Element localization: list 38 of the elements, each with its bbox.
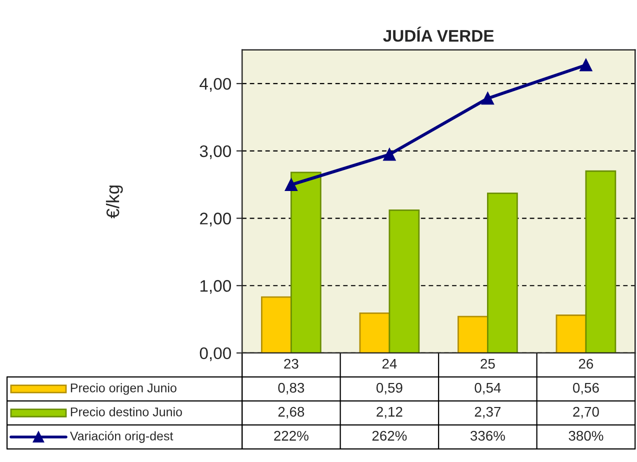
point <box>481 92 494 105</box>
data-label: 2,70 <box>573 406 599 418</box>
bar <box>388 209 420 353</box>
y-tick-label: 1,00 <box>200 280 231 294</box>
legend-label: Precio destino Junio <box>70 407 182 416</box>
bar <box>359 312 390 353</box>
bar <box>261 296 292 353</box>
legend-label: Precio origen Junio <box>70 383 176 395</box>
data-label: 2,37 <box>474 406 501 418</box>
y-tick-label: 4,00 <box>200 78 231 92</box>
point <box>580 58 592 72</box>
point <box>284 178 298 192</box>
y-tick-label: 3,00 <box>200 145 231 160</box>
bar <box>458 316 488 353</box>
legend-label: Variación orig-dest <box>70 431 174 443</box>
data-label: 336% <box>470 430 505 441</box>
y-axis-title: €/kg <box>106 186 123 218</box>
x-tick-label: 25 <box>480 358 495 369</box>
bar <box>290 172 322 353</box>
data-label: 262% <box>372 430 407 441</box>
data-label: 222% <box>274 430 308 441</box>
x-tick-label: 26 <box>578 358 594 369</box>
data-label: 0,59 <box>376 382 402 394</box>
y-tick-label: 2,00 <box>200 212 231 226</box>
x-tick-label: 24 <box>382 358 397 369</box>
data-label: 0,54 <box>474 382 501 394</box>
bar <box>585 170 616 353</box>
data-label: 0,56 <box>572 382 599 394</box>
bar <box>487 192 518 353</box>
point <box>383 148 396 161</box>
x-tick-label: 23 <box>284 358 298 369</box>
chart-title: JUDÍA VERDE <box>383 26 494 42</box>
y-tick-label: 0,00 <box>200 347 231 362</box>
data-label: 0,83 <box>278 382 304 394</box>
data-label: 380% <box>568 430 604 441</box>
data-label: 2,12 <box>376 406 402 418</box>
bar <box>556 314 587 353</box>
data-label: 2,68 <box>278 406 304 418</box>
